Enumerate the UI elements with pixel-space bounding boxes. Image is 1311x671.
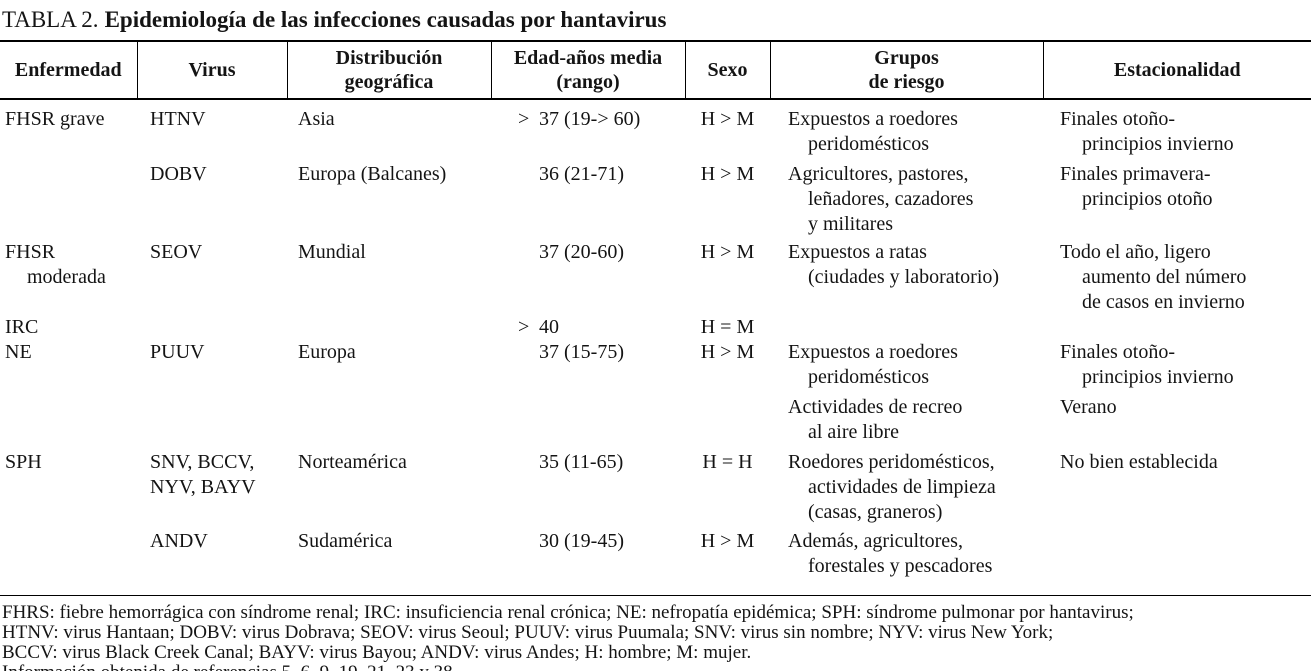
cell-sexo: H > M [700,241,755,263]
cell-sexo: H = H [702,451,753,473]
cell-virus: SEOV [150,241,203,263]
cell-grupos: Expuestos a roedores peridomésticos [788,108,958,155]
cell-sexo [685,390,770,445]
cell-sexo: H > M [685,525,770,596]
col-header-sexo: Sexo [684,41,770,100]
cell-estacionalidad: Verano [1060,396,1117,418]
table-row-dobv: DOBV Europa (Balcanes) 36 (21-71) H > M … [0,157,1311,237]
cell-enfermedad [0,157,137,237]
cell-enfermedad [0,525,137,596]
cell-virus [137,390,287,445]
cell-edad: 30 (19-45) [491,525,685,596]
footnote-abbreviations-diseases: FHRS: fiebre hemorrágica con síndrome re… [2,602,1134,623]
cell-edad: 37 (20-60) [491,237,685,315]
cell-enfermedad: FHSR grave [5,108,105,130]
cell-virus: HTNV [150,108,206,130]
edad-value: 37 (19-> 60) [539,108,641,130]
col-header-virus: Virus [136,41,287,100]
col-header-grupos-de-riesgo: Grupos de riesgo [769,41,1043,100]
footnote-abbreviations-viruses-2: BCCV: virus Black Creek Canal; BAYV: vir… [2,642,752,663]
cell-distribucion [287,315,491,340]
cell-grupos: Actividades de recreo al aire libre [788,396,963,443]
edad-value: 35 (11-65) [539,451,624,473]
footnote-abbreviations-viruses-1: HTNV: virus Hantaan; DOBV: virus Dobrava… [2,622,1054,643]
cell-sexo: H > M [700,108,755,130]
edad-gt-prefix: > [518,108,530,130]
table-row-fhsr-grave-htnv: FHSR grave HTNV Asia >37 (19-> 60) H > M… [0,99,1311,157]
cell-edad: 35 (11-65) [491,445,685,525]
table-caption: Epidemiología de las infecciones causada… [104,7,667,32]
cell-grupos: Expuestos a ratas (ciudades y laboratori… [788,241,1000,288]
table-row-irc: IRC >40 H = M [0,315,1311,340]
col-header-estacionalidad: Estacionalidad [1042,41,1311,100]
cell-virus: SNV, BCCV, NYV, BAYV [150,451,256,498]
col-header-enfermedad: Enfermedad [0,41,137,100]
cell-enfermedad [0,390,137,445]
cell-grupos: Además, agricultores, forestales y pesca… [770,525,1043,596]
cell-edad: >37 (19-> 60) [491,99,685,157]
cell-distribucion [287,390,491,445]
cell-distribucion: Norteamérica [298,451,407,473]
table-row-ne-puuv: NE PUUV Europa 37 (15-75) H > M Expuesto… [0,340,1311,390]
cell-virus: PUUV [150,341,205,363]
cell-grupos: Expuestos a roedores peridomésticos [788,341,958,388]
cell-edad: 36 (21-71) [491,157,685,237]
cell-grupos: Agricultores, pastores, leñadores, cazad… [788,163,974,235]
edad-value: 37 (15-75) [539,341,624,363]
cell-distribucion: Europa (Balcanes) [298,163,447,185]
edad-value: 37 (20-60) [539,241,624,263]
edad-value: 40 [539,316,559,338]
cell-sexo: H > M [700,341,755,363]
cell-distribucion: Mundial [298,241,366,263]
epidemiology-table: Enfermedad Virus Distribución geográfica… [0,40,1311,596]
cell-estacionalidad: No bien establecida [1060,451,1218,473]
cell-edad [491,390,685,445]
cell-edad: >40 [491,315,685,340]
table-number-label: TABLA 2. [2,7,99,32]
cell-grupos [770,315,1043,340]
cell-distribucion: Europa [298,341,356,363]
cell-estacionalidad: Finales otoño- principios invierno [1060,108,1234,155]
cell-grupos: Roedores peridomésticos, actividades de … [788,451,996,523]
table-row-fhsr-moderada-seov: FHSR moderada SEOV Mundial 37 (20-60) H … [0,237,1311,315]
footnote-references: Información obtenida de referencias 5, 6… [2,663,1311,671]
col-header-distribucion-geografica: Distribución geográfica [286,41,491,100]
table-row-ne-actividades-recreo: Actividades de recreo al aire libre Vera… [0,390,1311,445]
cell-estacionalidad: Finales primavera- principios otoño [1060,163,1213,210]
footnotes-block: FHRS: fiebre hemorrágica con síndrome re… [2,603,1311,671]
edad-gt-prefix: > [518,316,530,338]
cell-enfermedad: FHSR moderada [5,241,106,288]
cell-estacionalidad: Finales otoño- principios invierno [1060,341,1234,388]
cell-virus: ANDV [137,525,287,596]
table-figure: TABLA 2. Epidemiología de las infecciones… [0,7,1311,671]
col-header-edad-media-rango: Edad-años media (rango) [490,41,685,100]
table-title: TABLA 2. Epidemiología de las infecciones… [2,7,1311,33]
cell-distribucion: Sudamérica [287,525,491,596]
cell-virus [137,315,287,340]
table-header-row: Enfermedad Virus Distribución geográfica… [0,41,1311,100]
cell-virus: DOBV [150,163,207,185]
cell-estacionalidad [1043,315,1311,340]
cell-sexo: H > M [700,163,755,185]
cell-sexo: H = M [700,316,755,338]
cell-enfermedad: SPH [5,451,42,473]
edad-value: 36 (21-71) [539,163,624,185]
cell-enfermedad: IRC [5,316,39,338]
cell-estacionalidad: Todo el año, ligero aumento del número d… [1060,241,1247,313]
table-row-sph-andv: ANDV Sudamérica 30 (19-45) H > M Además,… [0,525,1311,596]
cell-edad: 37 (15-75) [491,340,685,390]
cell-distribucion: Asia [298,108,335,130]
cell-estacionalidad [1043,525,1311,596]
cell-enfermedad: NE [5,341,32,363]
edad-value: 30 (19-45) [539,530,624,552]
table-row-sph-snv: SPH SNV, BCCV, NYV, BAYV Norteamérica 35… [0,445,1311,525]
